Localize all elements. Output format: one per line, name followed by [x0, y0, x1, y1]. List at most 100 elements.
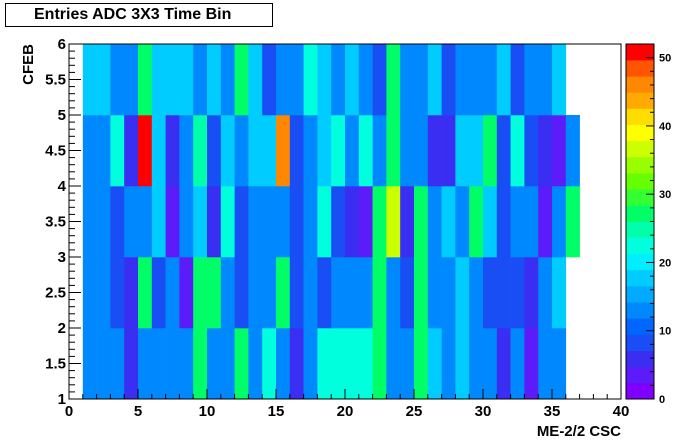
- heatmap-cell: [303, 186, 318, 258]
- heatmap-cell: [262, 328, 277, 400]
- heatmap-cell: [441, 115, 456, 187]
- heatmap-cell: [289, 44, 304, 116]
- heatmap-cell: [441, 257, 456, 329]
- heatmap-cell: [483, 115, 498, 187]
- heatmap-cell: [317, 44, 332, 116]
- heatmap-cell: [248, 328, 263, 400]
- heatmap-cell: [289, 186, 304, 258]
- palette-swatch: [626, 334, 654, 351]
- heatmap-cell: [151, 328, 166, 400]
- heatmap-cell: [96, 186, 111, 258]
- heatmap-cell: [165, 328, 180, 400]
- heatmap-cell: [207, 44, 222, 116]
- heatmap-cell: [220, 44, 235, 116]
- heatmap-cell: [179, 44, 194, 116]
- palette-swatch: [626, 269, 654, 287]
- heatmap-cell: [552, 257, 567, 329]
- y-tick-label: 2: [58, 320, 66, 337]
- heatmap-cell: [552, 328, 567, 400]
- heatmap-cell: [110, 115, 125, 187]
- heatmap-cell: [248, 257, 263, 329]
- heatmap-cell: [538, 257, 553, 329]
- palette-tick-label: 40: [659, 121, 671, 133]
- heatmap-cell: [96, 257, 111, 329]
- heatmap-cell: [82, 44, 97, 116]
- heatmap-cell: [234, 44, 249, 116]
- x-tick-label: 35: [544, 403, 561, 420]
- heatmap-cell: [124, 328, 139, 400]
- heatmap-cell: [400, 115, 415, 187]
- heatmap-cell: [289, 328, 304, 400]
- palette-swatch: [626, 286, 654, 303]
- x-tick-label: 30: [475, 403, 492, 420]
- heatmap-cell: [496, 44, 511, 116]
- heatmap-cell: [538, 115, 553, 187]
- heatmap-cell: [455, 328, 470, 400]
- palette-swatch: [626, 108, 654, 125]
- heatmap-cell: [441, 328, 456, 400]
- heatmap-cell: [124, 44, 139, 116]
- heatmap-cell: [345, 115, 360, 187]
- heatmap-cell: [207, 115, 222, 187]
- heatmap-cell: [207, 328, 222, 400]
- heatmap-cell: [414, 115, 429, 187]
- heatmap-cell: [510, 44, 525, 116]
- heatmap-cell: [193, 328, 208, 400]
- heatmap-cell: [386, 257, 401, 329]
- heatmap-cell: [193, 115, 208, 187]
- heatmap-cell: [276, 186, 291, 258]
- heatmap-cell: [538, 186, 553, 258]
- x-tick-label: 15: [268, 403, 285, 420]
- heatmap-cell: [427, 328, 442, 400]
- heatmap-cell: [220, 115, 235, 187]
- heatmap-cell: [303, 44, 318, 116]
- heatmap-cell: [138, 44, 153, 116]
- heatmap-cell: [151, 186, 166, 258]
- heatmap-cell: [179, 328, 194, 400]
- palette-tick-label: 30: [659, 189, 671, 201]
- y-tick-label: 5: [58, 107, 66, 124]
- heatmap-cell: [96, 328, 111, 400]
- heatmap-cell: [372, 257, 387, 329]
- heatmap-cell: [414, 257, 429, 329]
- heatmap-cell: [427, 186, 442, 258]
- heatmap-cell: [386, 328, 401, 400]
- heatmap-cell: [414, 328, 429, 400]
- heatmap-cell: [193, 44, 208, 116]
- heatmap-cell: [207, 186, 222, 258]
- palette-swatch: [626, 189, 654, 206]
- heatmap-cell: [358, 44, 373, 116]
- heatmap-cell: [317, 257, 332, 329]
- heatmap-cell: [276, 328, 291, 400]
- heatmap-cell: [262, 44, 277, 116]
- palette-swatch: [626, 205, 654, 222]
- y-tick-label: 5.5: [45, 72, 66, 89]
- heatmap-cell: [262, 186, 277, 258]
- x-tick-label: 40: [613, 403, 630, 420]
- palette-swatch: [626, 350, 654, 368]
- heatmap-cell: [138, 328, 153, 400]
- heatmap-cell: [331, 186, 346, 258]
- heatmap-cell: [441, 44, 456, 116]
- y-tick-label: 4: [58, 178, 67, 195]
- heatmap-cell: [496, 186, 511, 258]
- heatmap-cell: [303, 115, 318, 187]
- heatmap-cell: [358, 186, 373, 258]
- chart-title: Entries ADC 3X3 Time Bin: [5, 3, 273, 27]
- heatmap-cell: [151, 44, 166, 116]
- heatmap-cell: [248, 44, 263, 116]
- heatmap-cell: [455, 115, 470, 187]
- x-tick-label: 5: [134, 403, 142, 420]
- heatmap-cell: [220, 186, 235, 258]
- heatmap-cell: [524, 115, 539, 187]
- heatmap-cell: [179, 257, 194, 329]
- y-tick-label: 3: [58, 249, 66, 266]
- y-tick-label: 6: [58, 36, 66, 53]
- heatmap-cell: [124, 186, 139, 258]
- palette-swatch: [626, 382, 654, 400]
- palette-swatch: [626, 237, 654, 255]
- heatmap-cell: [510, 186, 525, 258]
- heatmap-cell: [234, 186, 249, 258]
- heatmap-cell: [524, 44, 539, 116]
- heatmap-cell: [524, 328, 539, 400]
